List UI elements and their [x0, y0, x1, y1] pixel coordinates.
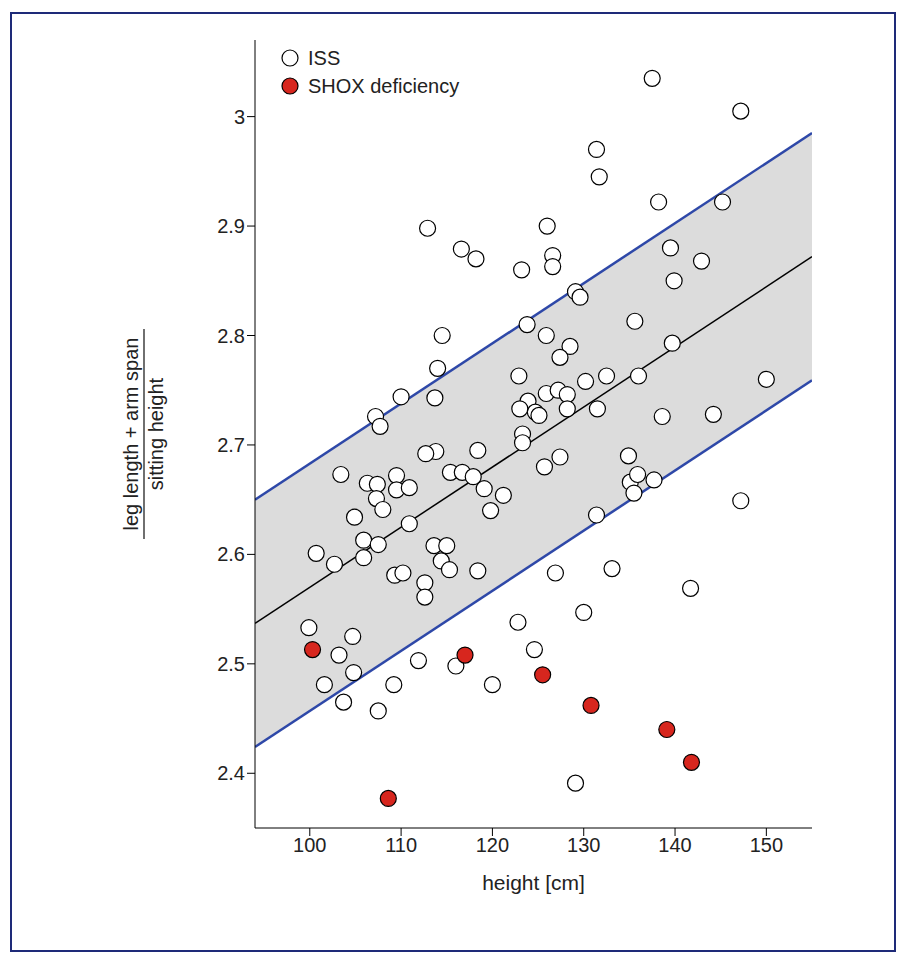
svg-text:2.7: 2.7	[217, 434, 245, 456]
svg-text:2.6: 2.6	[217, 543, 245, 565]
svg-text:100: 100	[293, 834, 326, 856]
svg-text:2.9: 2.9	[217, 215, 245, 237]
svg-text:120: 120	[476, 834, 509, 856]
svg-text:3: 3	[234, 106, 245, 128]
svg-text:leg length + arm span: leg length + arm span	[120, 338, 142, 531]
svg-text:height [cm]: height [cm]	[482, 871, 585, 894]
svg-text:150: 150	[750, 834, 783, 856]
svg-text:140: 140	[658, 834, 691, 856]
svg-text:130: 130	[567, 834, 600, 856]
svg-text:sitting height: sitting height	[145, 377, 167, 490]
svg-text:2.8: 2.8	[217, 325, 245, 347]
html-text:ISS: ISS	[308, 46, 341, 69]
svg-text:2.5: 2.5	[217, 653, 245, 675]
svg-text:110: 110	[385, 834, 417, 856]
svg-text:2.4: 2.4	[217, 762, 245, 784]
html-text:SHOX deficiency: SHOX deficiency	[308, 74, 460, 97]
